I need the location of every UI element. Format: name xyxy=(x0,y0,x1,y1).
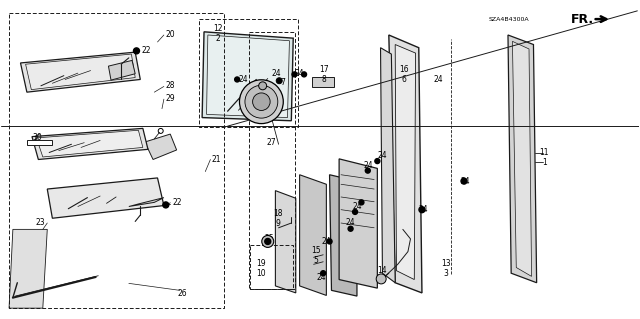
Text: 5: 5 xyxy=(314,256,319,265)
Polygon shape xyxy=(32,128,148,160)
Polygon shape xyxy=(202,32,293,121)
Text: 10: 10 xyxy=(257,269,266,278)
Polygon shape xyxy=(275,191,296,293)
Circle shape xyxy=(321,271,326,276)
Text: 19: 19 xyxy=(257,259,266,268)
Circle shape xyxy=(276,78,282,84)
Circle shape xyxy=(134,48,140,54)
Polygon shape xyxy=(47,178,164,218)
Text: 25: 25 xyxy=(264,234,274,243)
Polygon shape xyxy=(108,60,135,80)
Polygon shape xyxy=(145,134,177,160)
Circle shape xyxy=(376,274,386,284)
Text: 8: 8 xyxy=(321,75,326,84)
Circle shape xyxy=(262,235,274,248)
Polygon shape xyxy=(389,35,422,293)
Text: 24: 24 xyxy=(364,161,373,170)
Text: 3: 3 xyxy=(444,269,449,278)
Text: 17: 17 xyxy=(319,65,328,74)
Text: 24: 24 xyxy=(419,205,428,214)
Text: 27: 27 xyxy=(267,138,276,147)
Circle shape xyxy=(301,72,307,77)
Polygon shape xyxy=(508,35,537,283)
Polygon shape xyxy=(330,175,357,296)
Circle shape xyxy=(163,202,169,208)
Polygon shape xyxy=(36,130,143,157)
Bar xyxy=(27,140,52,145)
Text: SZA4B4300A: SZA4B4300A xyxy=(488,17,529,22)
Circle shape xyxy=(253,93,270,110)
Text: 13: 13 xyxy=(442,259,451,268)
Text: 12: 12 xyxy=(213,24,223,33)
Polygon shape xyxy=(395,45,415,279)
Text: 24: 24 xyxy=(346,218,355,227)
Text: 1: 1 xyxy=(542,158,547,167)
Polygon shape xyxy=(300,175,326,295)
Text: 6: 6 xyxy=(402,75,406,84)
Circle shape xyxy=(348,226,353,231)
Bar xyxy=(312,77,334,87)
Text: 28: 28 xyxy=(166,81,175,90)
Circle shape xyxy=(245,85,278,118)
Text: 15: 15 xyxy=(312,247,321,256)
Text: 24: 24 xyxy=(316,272,326,281)
Polygon shape xyxy=(26,54,135,90)
Polygon shape xyxy=(381,48,395,283)
Text: 11: 11 xyxy=(540,148,549,157)
Text: 9: 9 xyxy=(275,219,280,227)
Circle shape xyxy=(259,82,267,90)
Circle shape xyxy=(235,77,239,82)
Text: 26: 26 xyxy=(177,289,187,298)
Text: 16: 16 xyxy=(399,65,409,74)
Circle shape xyxy=(419,207,425,213)
Circle shape xyxy=(461,178,467,184)
Text: 24: 24 xyxy=(434,75,444,84)
Text: 24: 24 xyxy=(352,202,362,211)
Circle shape xyxy=(365,168,371,173)
Polygon shape xyxy=(339,159,378,288)
Text: 14: 14 xyxy=(378,265,387,275)
Circle shape xyxy=(359,200,364,205)
Text: 24: 24 xyxy=(321,237,331,246)
Polygon shape xyxy=(207,35,289,118)
Text: FR.: FR. xyxy=(571,13,594,26)
Text: 24: 24 xyxy=(239,75,248,84)
Text: 23: 23 xyxy=(35,218,45,227)
Text: 30: 30 xyxy=(33,133,42,142)
Text: 18: 18 xyxy=(273,209,283,218)
Polygon shape xyxy=(9,229,47,308)
Circle shape xyxy=(353,209,358,214)
Circle shape xyxy=(239,80,284,123)
Text: 7: 7 xyxy=(280,78,285,87)
Polygon shape xyxy=(129,197,164,206)
Polygon shape xyxy=(513,41,532,276)
Circle shape xyxy=(292,72,297,77)
Text: 24: 24 xyxy=(272,69,282,78)
Text: 21: 21 xyxy=(212,155,221,164)
Text: 2: 2 xyxy=(216,34,220,43)
Text: 24: 24 xyxy=(295,69,305,78)
Text: 4: 4 xyxy=(380,275,385,284)
Text: 29: 29 xyxy=(166,94,175,103)
Circle shape xyxy=(375,159,380,164)
Circle shape xyxy=(327,239,332,244)
Text: 22: 22 xyxy=(172,198,182,207)
Text: 22: 22 xyxy=(141,46,151,56)
Text: 24: 24 xyxy=(378,151,387,160)
Text: 20: 20 xyxy=(166,31,175,40)
Circle shape xyxy=(265,239,271,244)
Text: 24: 24 xyxy=(460,177,470,186)
Polygon shape xyxy=(20,52,140,92)
